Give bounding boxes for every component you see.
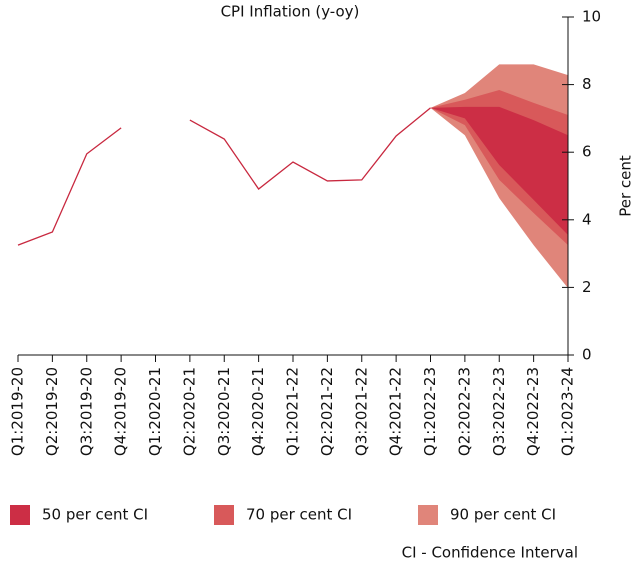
y-tick-label: 10	[582, 8, 601, 26]
chart-title: CPI Inflation (y-oy)	[221, 3, 360, 21]
legend-label: 70 per cent CI	[246, 506, 352, 524]
x-tick-label: Q2:2019-20	[43, 367, 61, 456]
x-tick-label: Q1:2020-21	[146, 367, 164, 456]
fan-band	[430, 106, 568, 236]
x-tick-label: Q3:2019-20	[77, 367, 95, 456]
y-tick-label: 4	[582, 210, 592, 228]
legend-swatch	[418, 505, 438, 525]
x-tick-label: Q2:2021-22	[318, 367, 336, 456]
legend-label: 90 per cent CI	[450, 506, 556, 524]
x-tick-label: Q4:2022-23	[524, 367, 542, 456]
legend-swatch	[10, 505, 30, 525]
x-tick-label: Q4:2021-22	[387, 367, 405, 456]
y-tick-label: 0	[582, 346, 592, 364]
x-tick-label: Q3:2020-21	[215, 367, 233, 456]
x-tick-label: Q4:2020-21	[249, 367, 267, 456]
x-tick-label: Q3:2022-23	[490, 367, 508, 456]
x-tick-label: Q2:2022-23	[455, 367, 473, 456]
footnote: CI - Confidence Interval	[402, 544, 578, 562]
x-tick-label: Q1:2021-22	[284, 367, 302, 456]
x-tick-label: Q2:2020-21	[180, 367, 198, 456]
x-tick-label: Q1:2019-20	[9, 367, 27, 456]
x-tick-label: Q4:2019-20	[112, 367, 130, 456]
y-axis-label: Per cent	[617, 155, 635, 217]
x-tick-label: Q3:2021-22	[352, 367, 370, 456]
legend-swatch	[214, 505, 234, 525]
x-tick-label: Q1:2023-24	[559, 367, 577, 456]
y-tick-label: 2	[582, 278, 592, 296]
line	[17, 107, 431, 246]
x-tick-label: Q1:2022-23	[421, 367, 439, 456]
legend-label: 50 per cent CI	[42, 506, 148, 524]
y-tick-label: 6	[582, 143, 592, 161]
y-tick-label: 8	[582, 75, 592, 93]
